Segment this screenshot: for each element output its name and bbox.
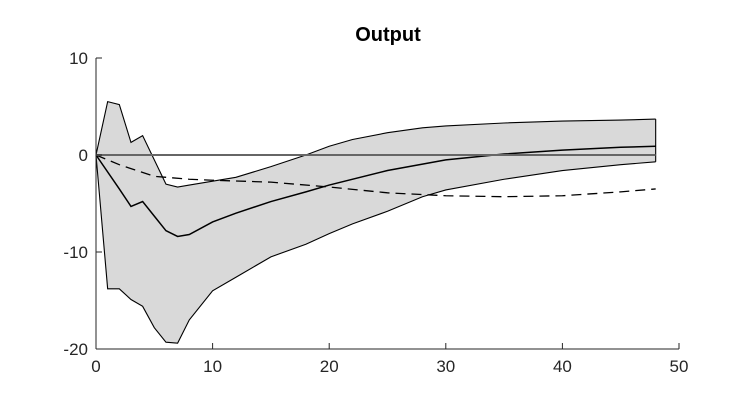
y-tick-label: -10 <box>63 243 88 262</box>
dashed-response-line <box>95 154 656 198</box>
x-tick-label: 20 <box>320 357 339 376</box>
x-tick-label: 40 <box>553 357 572 376</box>
chart-title: Output <box>355 24 421 46</box>
x-tick-label: 10 <box>203 357 222 376</box>
y-tick-label: 0 <box>79 146 88 165</box>
confidence-band <box>96 101 656 344</box>
band-upper-line <box>95 100 656 188</box>
y-tick-label: 10 <box>69 49 88 68</box>
x-tick-label: 0 <box>91 357 100 376</box>
band-lower-line <box>95 154 656 344</box>
x-tick-label: 50 <box>670 357 689 376</box>
x-tick-label: 30 <box>436 357 455 376</box>
y-tick-label: -20 <box>63 340 88 359</box>
